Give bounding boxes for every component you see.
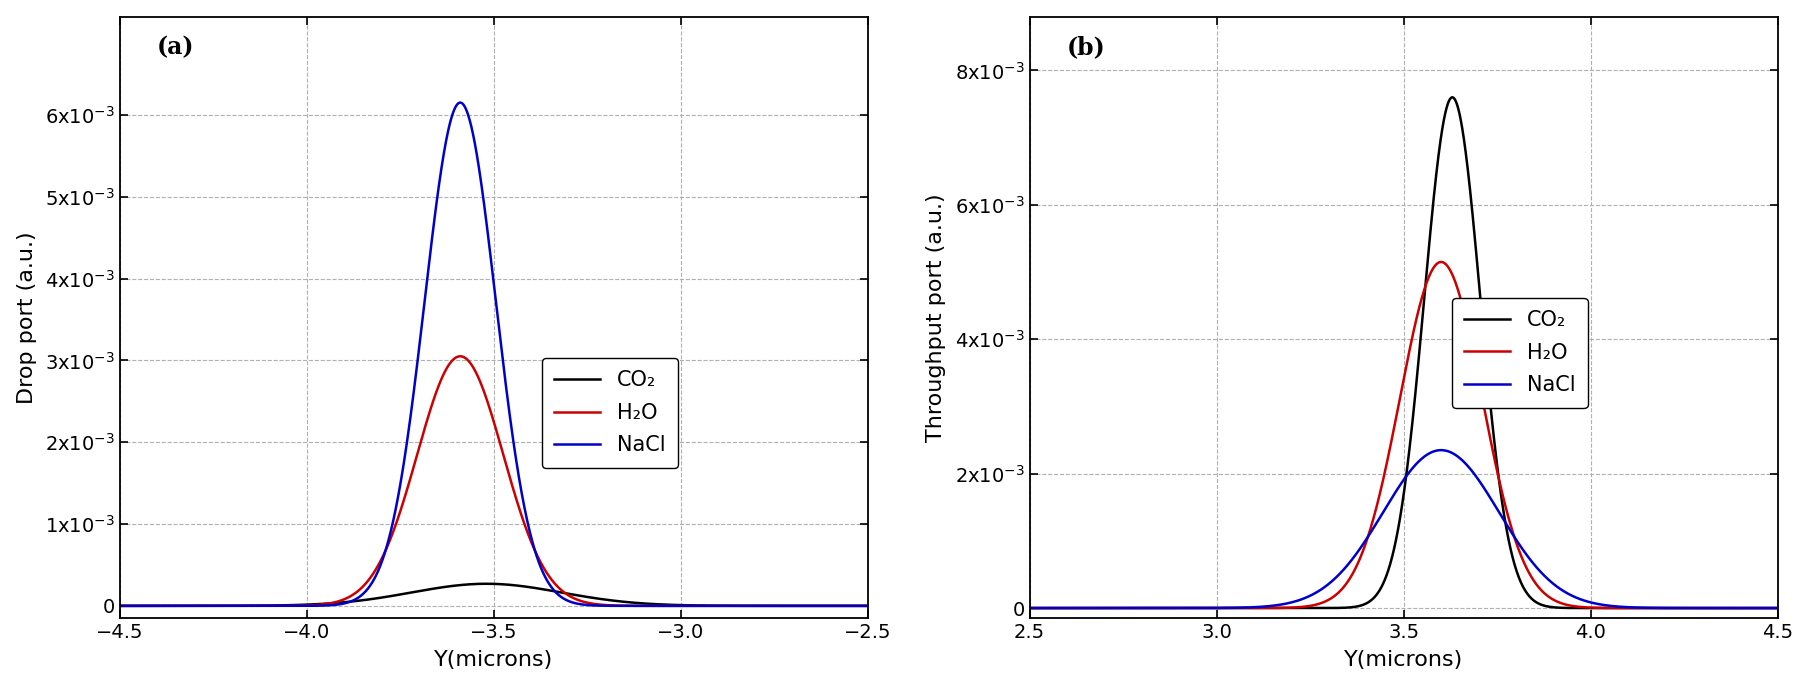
Legend: CO₂, H₂O, NaCl: CO₂, H₂O, NaCl — [1452, 297, 1587, 408]
X-axis label: Y(microns): Y(microns) — [434, 651, 554, 671]
X-axis label: Y(microns): Y(microns) — [1345, 651, 1462, 671]
Legend: CO₂, H₂O, NaCl: CO₂, H₂O, NaCl — [541, 358, 677, 468]
Y-axis label: Throughput port (a.u.): Throughput port (a.u.) — [927, 193, 947, 442]
Text: (a): (a) — [157, 35, 195, 58]
Y-axis label: Drop port (a.u.): Drop port (a.u.) — [16, 231, 36, 404]
Text: (b): (b) — [1066, 35, 1106, 58]
